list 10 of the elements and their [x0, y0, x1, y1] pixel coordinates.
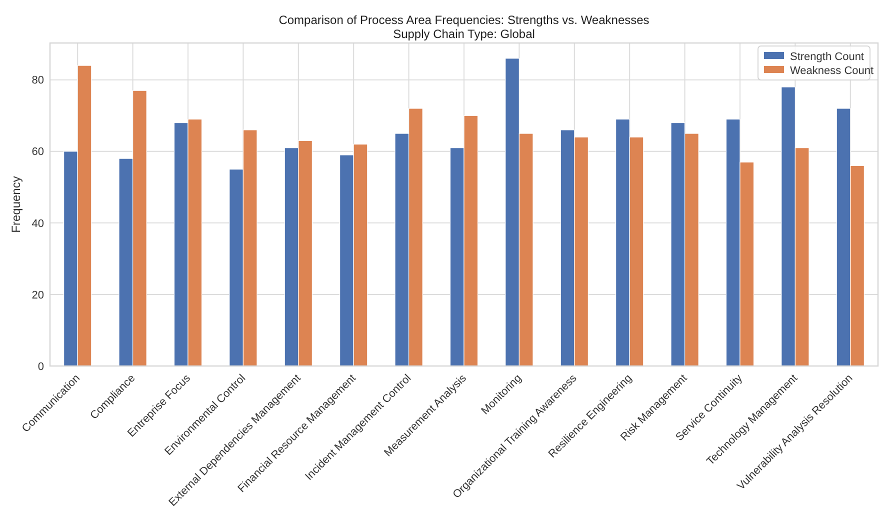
- y-tick-label: 60: [32, 146, 44, 158]
- y-tick-label: 0: [38, 360, 44, 373]
- legend-label: Weakness Count: [790, 64, 874, 77]
- y-tick-label: 40: [32, 218, 44, 230]
- y-tick-label: 20: [32, 289, 44, 302]
- y-tick-label: 80: [32, 74, 44, 87]
- chart-title: Comparison of Process Area Frequencies: Strengths vs. Weaknesses: [278, 13, 650, 27]
- chart-subtitle: Supply Chain Type: Global: [393, 27, 535, 41]
- y-axis-title: Frequency: [9, 176, 23, 233]
- legend-label: Strength Count: [790, 50, 864, 63]
